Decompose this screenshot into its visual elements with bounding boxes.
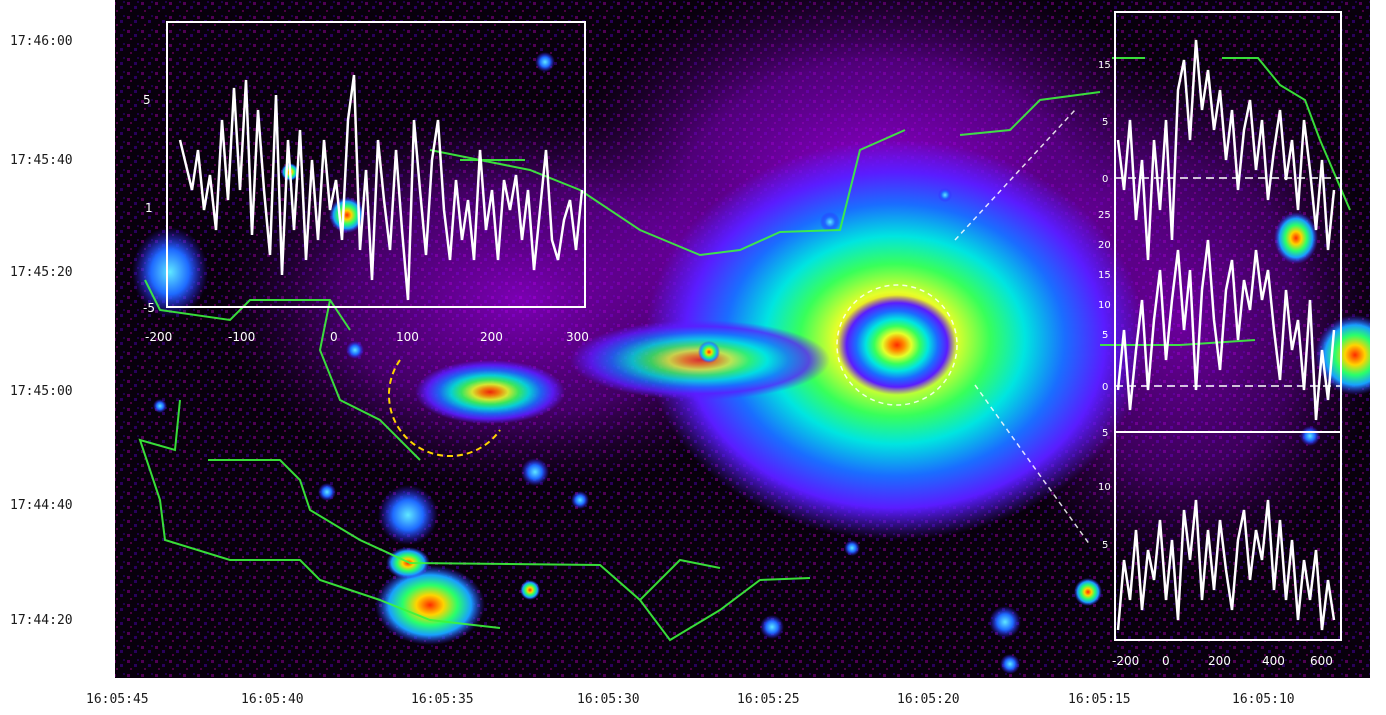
inset-left-y-tick: 5 — [143, 93, 151, 107]
inset-right-y-tick: 25 — [1098, 210, 1111, 221]
dec-tick-label: 17:44:40 — [10, 498, 73, 513]
galaxy-core — [837, 295, 957, 395]
star-small-2 — [1074, 578, 1102, 606]
inset-spectrum-right: 15 5 0 25 20 15 10 5 0 5 10 5 -200 0 200… — [1098, 11, 1342, 668]
star-small-13 — [153, 399, 167, 413]
star-left-edge — [132, 227, 208, 317]
inset-right-x-tick: 600 — [1310, 654, 1333, 668]
yellow-ring — [387, 359, 501, 458]
inset-right-y-tick: 5 — [1102, 117, 1108, 128]
inset-right-y-tick: 10 — [1098, 482, 1111, 493]
ra-tick-label: 16:05:20 — [897, 692, 960, 707]
star-small-6 — [535, 52, 555, 72]
inset-right-y-tick: 5 — [1102, 428, 1108, 439]
inset-left-y-tick: -5 — [143, 301, 155, 315]
inset-right-y-tick: 15 — [1098, 270, 1111, 281]
ra-tick-label: 16:05:25 — [737, 692, 800, 707]
inset-right-y-tick: 5 — [1102, 330, 1108, 341]
dec-tick-label: 17:44:20 — [10, 613, 73, 628]
star-small-4 — [760, 615, 784, 639]
inset-right-x-tick: 200 — [1208, 654, 1231, 668]
inset-left-x-tick: -100 — [228, 330, 255, 344]
ra-tick-label: 16:05:40 — [241, 692, 304, 707]
star-small-14 — [346, 341, 364, 359]
star-small-15 — [938, 188, 952, 202]
inset-right-spectrum-middle — [1116, 239, 1336, 421]
dec-tick-label: 17:45:40 — [10, 153, 73, 168]
inset-right-x-tick: -200 — [1112, 654, 1139, 668]
inset-right-y-tick: 0 — [1102, 174, 1108, 185]
ra-tick-label: 16:05:45 — [86, 692, 149, 707]
companion-galaxy — [415, 360, 565, 424]
dec-tick-label: 17:46:00 — [10, 34, 73, 49]
star-small-10 — [1300, 426, 1320, 446]
inset-right-x-tick: 0 — [1162, 654, 1170, 668]
green-contours — [138, 57, 1351, 642]
ra-tick-label: 16:05:30 — [577, 692, 640, 707]
star-small-3 — [989, 606, 1021, 638]
bright-star-lower — [375, 565, 485, 645]
star-small-5 — [820, 212, 840, 232]
inset-left-x-tick: 100 — [396, 330, 419, 344]
inset-right-x-ticks: -200 0 200 400 600 — [1112, 654, 1333, 668]
inset-right-spectrum-lower — [1116, 499, 1336, 631]
dec-tick-label: 17:45:00 — [10, 384, 73, 399]
inset-right-spectrum-upper — [1116, 39, 1336, 261]
ra-axis: 16:05:45 16:05:40 16:05:35 16:05:30 16:0… — [86, 692, 1295, 707]
inset-left-x-tick: 300 — [566, 330, 589, 344]
inset-left-x-tick: -200 — [145, 330, 172, 344]
inset-left-y-tick: 1 — [145, 201, 153, 215]
inset-left-spectrum-line — [178, 74, 584, 301]
inset-right-y-tick: 0 — [1102, 382, 1108, 393]
inset-right-frame — [1114, 11, 1342, 641]
galaxy-tail — [570, 320, 830, 400]
dec-tick-label: 17:45:20 — [10, 265, 73, 280]
star-small-8 — [571, 491, 589, 509]
star-small-11 — [1000, 654, 1020, 674]
star-small-7 — [318, 483, 336, 501]
star-small-9 — [520, 580, 540, 600]
inset-left-x-tick: 200 — [480, 330, 503, 344]
inset-left-frame — [166, 21, 586, 308]
ra-tick-label: 16:05:35 — [411, 692, 474, 707]
dec-axis: 17:46:00 17:45:40 17:45:20 17:45:00 17:4… — [10, 34, 73, 628]
star-small-1 — [521, 458, 549, 486]
star-lower-2 — [378, 485, 438, 545]
star-knot — [698, 341, 720, 363]
inset-right-x-tick: 400 — [1262, 654, 1285, 668]
inset-right-y-ticks: 15 5 0 25 20 15 10 5 0 5 10 5 — [1098, 60, 1111, 551]
ra-tick-label: 16:05:10 — [1232, 692, 1295, 707]
annotation-lines — [836, 109, 1091, 546]
inset-spectrum-left: 5 1 -5 -200 -100 0 100 200 300 — [143, 21, 589, 344]
star-right-inset — [1274, 212, 1318, 264]
ra-tick-label: 16:05:15 — [1068, 692, 1131, 707]
inset-right-y-tick: 20 — [1098, 240, 1111, 251]
inset-right-y-tick: 5 — [1102, 540, 1108, 551]
star-small-12 — [844, 540, 860, 556]
star-right-edge — [1315, 315, 1370, 395]
inset-right-y-tick: 10 — [1098, 300, 1111, 311]
image-panel — [115, 0, 1370, 678]
inset-right-y-tick: 15 — [1098, 60, 1111, 71]
inset-left-x-tick: 0 — [330, 330, 338, 344]
